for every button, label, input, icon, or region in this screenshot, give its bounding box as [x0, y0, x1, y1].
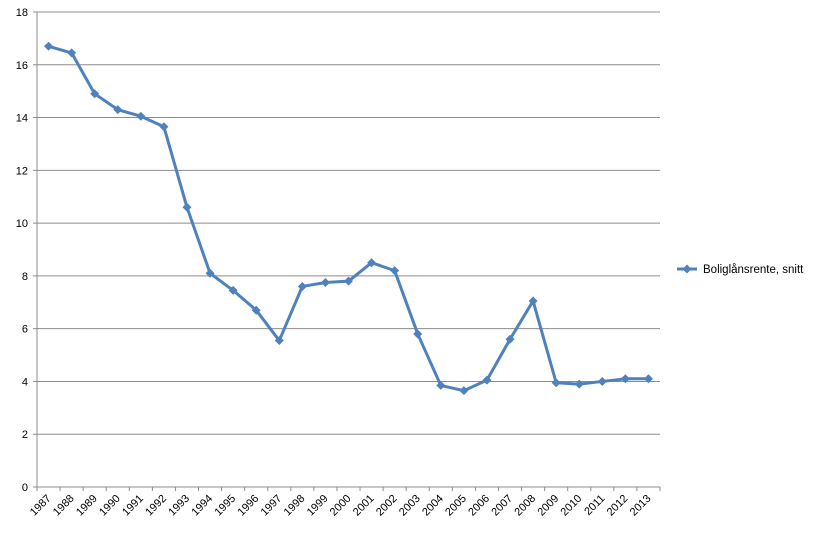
- y-tick-label: 16: [16, 60, 28, 72]
- x-tick-label: 2006: [466, 493, 492, 519]
- gridlines: [37, 11, 660, 435]
- data-point-marker: [436, 380, 446, 390]
- y-tick-label: 2: [22, 429, 28, 441]
- y-tick-label: 6: [22, 324, 28, 336]
- x-tick-label: 2009: [535, 493, 561, 519]
- data-point-marker: [413, 329, 423, 339]
- x-tick-label: 1997: [259, 493, 285, 519]
- x-tick-label: 2001: [351, 493, 377, 519]
- y-tick-label: 12: [16, 165, 28, 177]
- data-point-marker: [551, 378, 561, 388]
- x-tick-label: 1993: [166, 493, 192, 519]
- data-point-marker: [344, 276, 353, 286]
- data-point-marker: [159, 122, 169, 132]
- data-point-marker: [390, 266, 400, 276]
- x-tick-label: 1988: [51, 493, 77, 519]
- y-tick-labels: 0 2 4 6 8 10 12 14 16 18: [16, 7, 28, 494]
- data-point-marker: [67, 48, 77, 58]
- x-tick-label: 2007: [489, 493, 515, 519]
- data-point-marker: [620, 374, 630, 384]
- x-tick-label: 1999: [305, 493, 331, 519]
- y-tick-label: 18: [16, 7, 28, 19]
- x-tick-label: 2000: [328, 493, 354, 519]
- data-point-marker: [597, 376, 607, 386]
- data-point-marker: [113, 105, 123, 115]
- axes: [33, 11, 661, 491]
- x-tick-label: 1987: [28, 493, 54, 519]
- x-tick-labels: 1987198819891990199119921993199419951996…: [28, 493, 654, 519]
- data-point-marker: [297, 281, 307, 291]
- x-tick-label: 2005: [443, 493, 469, 519]
- data-point-marker: [643, 374, 653, 384]
- data-point-marker: [574, 379, 584, 389]
- x-tick-label: 1994: [189, 493, 215, 519]
- data-point-marker: [528, 296, 538, 306]
- y-tick-label: 8: [22, 271, 28, 283]
- x-tick-label: 1998: [282, 493, 308, 519]
- y-tick-label: 4: [22, 376, 28, 388]
- y-tick-label: 14: [16, 113, 28, 125]
- series-markers: [44, 41, 653, 396]
- x-tick-label: 2012: [605, 493, 631, 519]
- legend-diamond-marker: [682, 264, 692, 274]
- x-tick-label: 2003: [397, 493, 423, 519]
- data-point-marker: [251, 305, 261, 315]
- data-point-marker: [320, 277, 330, 287]
- legend: Boliglånsrente, snitt: [677, 264, 804, 276]
- series-line: [47, 44, 650, 393]
- x-tick-label: 2002: [374, 493, 400, 519]
- x-tick-label: 1991: [120, 493, 146, 519]
- data-point-marker: [44, 41, 54, 51]
- data-point-marker: [136, 111, 146, 121]
- x-tick-label: 2013: [628, 493, 654, 519]
- x-tick-label: 2010: [559, 493, 585, 519]
- x-tick-label: 1995: [212, 493, 238, 519]
- x-tick-label: 1989: [74, 493, 100, 519]
- x-tick-label: 2004: [420, 493, 446, 519]
- data-point-marker: [228, 285, 238, 295]
- series-lines: [47, 44, 650, 393]
- x-tick-label: 1996: [236, 493, 262, 519]
- data-point-marker: [205, 268, 215, 278]
- legend-label: Boliglånsrente, snitt: [703, 264, 804, 276]
- data-point-marker: [459, 386, 469, 396]
- data-point-marker: [90, 89, 100, 99]
- data-point-marker: [505, 334, 515, 344]
- data-point-marker: [482, 375, 492, 385]
- x-tick-label: 1990: [97, 493, 123, 519]
- x-tick-label: 2011: [582, 493, 607, 518]
- y-tick-label: 10: [16, 218, 28, 230]
- data-point-marker: [182, 202, 192, 212]
- data-point-marker: [274, 336, 284, 346]
- data-point-marker: [367, 258, 377, 268]
- x-tick-label: 2008: [512, 493, 538, 519]
- x-tick-label: 1992: [143, 493, 169, 519]
- y-tick-label: 0: [22, 482, 28, 494]
